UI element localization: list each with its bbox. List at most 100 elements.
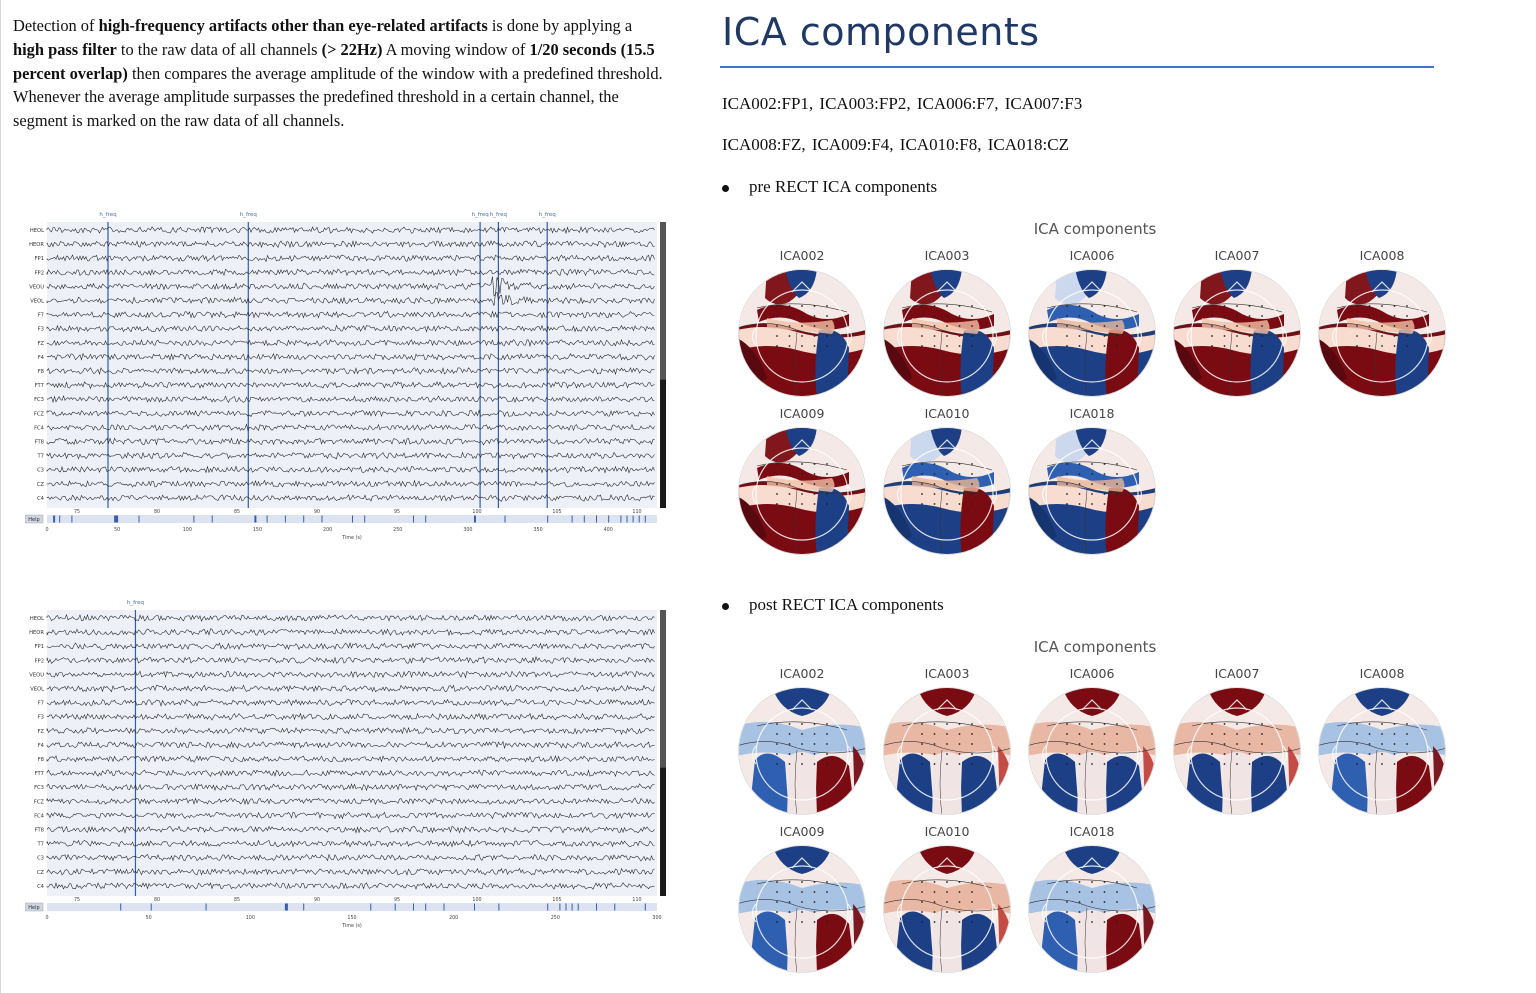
sensor-dot xyxy=(826,305,828,307)
ear-left-outline xyxy=(1186,327,1192,347)
topomap-label: ICA007 xyxy=(1214,248,1260,263)
sensor-dot xyxy=(1248,733,1251,735)
contour-line xyxy=(1191,721,1283,731)
scroll-annotation-mark xyxy=(71,515,73,523)
head-outline xyxy=(1045,447,1139,541)
nose-outline xyxy=(936,857,958,869)
sensor-dot xyxy=(826,335,828,337)
sensor-dot xyxy=(958,483,961,485)
channel-label: FC4 xyxy=(34,425,45,431)
sensor-dot xyxy=(1236,305,1238,307)
sensor-dot xyxy=(1368,733,1371,735)
topomap-label: ICA003 xyxy=(924,666,970,681)
sensor-dot xyxy=(1223,753,1226,755)
topomap-svg xyxy=(738,845,866,973)
scroll-annotation-mark xyxy=(59,515,61,523)
help-button[interactable] xyxy=(25,514,44,524)
channel-label: F7 xyxy=(38,701,44,707)
channel-label: FCZ xyxy=(34,411,45,417)
sensor-dot xyxy=(776,743,778,745)
contour-line xyxy=(939,749,943,814)
channel-trace xyxy=(46,642,655,651)
sensor-dot xyxy=(1356,723,1358,725)
sensor-dot xyxy=(826,345,828,347)
sensor-dot xyxy=(946,921,948,923)
eeg-raw-plot-pre[interactable]: h_freq h_freq h_freq h_freq h_freqHEOLHEORFP… xyxy=(25,208,673,542)
time-tick-label: 105 xyxy=(552,897,561,903)
topomap-svg xyxy=(1028,269,1156,397)
contour-line xyxy=(1046,461,1138,471)
channel-label: VEOU xyxy=(29,284,44,290)
channel-label: FCZ xyxy=(34,799,45,805)
sensor-dot xyxy=(1381,305,1383,307)
topomap-border xyxy=(1028,269,1156,397)
sensor-dot xyxy=(1103,473,1106,475)
mapping-line-2: ICA008:FZ, ICA009:F4, ICA010:F8, ICA018:… xyxy=(722,135,1069,154)
sensor-dot xyxy=(1066,901,1068,903)
topomap-label: ICA009 xyxy=(779,406,825,421)
eeg-browser-bottom[interactable]: h_freq HEOL HEOR FP1 FP2 VEOU VEOL F7 F3 FZ F4 F8 FT… xyxy=(25,596,673,930)
sensor-dot xyxy=(958,891,961,893)
sensor-dot xyxy=(1091,345,1093,347)
sensor-dot xyxy=(1116,315,1118,317)
sensor-dot xyxy=(1248,315,1251,317)
scroll-tick-label: 250 xyxy=(393,527,402,533)
sensor-dot xyxy=(1066,345,1068,347)
channel-trace xyxy=(46,395,655,404)
sensor-dot xyxy=(826,325,828,327)
scroll-annotation-mark xyxy=(608,515,610,523)
nose-outline xyxy=(791,857,813,869)
scroll-annotation-mark xyxy=(632,515,634,523)
scroll-annotation-mark xyxy=(443,903,445,911)
sensor-dot xyxy=(1393,335,1396,337)
sensor-dot xyxy=(826,733,828,735)
scroll-annotation-mark xyxy=(596,515,597,523)
sensor-dot xyxy=(946,753,948,755)
sensor-dot xyxy=(813,335,816,337)
channel-trace xyxy=(46,493,655,502)
sensor-dot xyxy=(801,503,803,505)
ear-right-outline xyxy=(1137,485,1143,505)
sensor-dot xyxy=(776,503,778,505)
topomap-svg xyxy=(1028,845,1156,973)
sensor-dot xyxy=(788,305,791,307)
sensor-dot xyxy=(971,473,973,475)
scroll-annotation-mark xyxy=(559,903,561,911)
eeg-browser-top[interactable]: h_freq h_freq h_freq h_freq h_freq HEOL HEOR FP… xyxy=(25,208,673,542)
sensor-dot xyxy=(1211,345,1213,347)
eeg-raw-plot-post[interactable]: h_freq HEOL HEOR FP1 FP2 VEOU VEOL F7 F3 FZ F4 F8 FT… xyxy=(25,596,673,930)
sensor-dot xyxy=(971,503,973,505)
channel-trace xyxy=(46,656,655,664)
channel-trace xyxy=(46,882,655,890)
scroll-annotation-mark xyxy=(211,515,213,523)
sensor-dot xyxy=(788,315,791,317)
sensor-dot xyxy=(1211,723,1213,725)
help-button[interactable] xyxy=(25,902,44,912)
head-outline xyxy=(1335,289,1429,383)
sensor-dot xyxy=(1116,901,1118,903)
topomap-label: ICA008 xyxy=(1359,248,1405,263)
sensor-dot xyxy=(1116,503,1118,505)
sensor-dot xyxy=(1381,723,1383,725)
sensor-dot xyxy=(971,901,973,903)
sensor-dot xyxy=(921,503,923,505)
sensor-dot xyxy=(971,763,973,765)
sensor-dot xyxy=(801,881,803,883)
sensor-dot xyxy=(1116,891,1118,893)
contour-line xyxy=(1336,303,1428,313)
sensor-dot xyxy=(788,493,791,495)
sensor-dot xyxy=(1078,743,1081,745)
sensor-dot xyxy=(971,325,973,327)
sensor-dot xyxy=(958,901,961,903)
sensor-dot xyxy=(1248,743,1251,745)
ear-right-outline xyxy=(1137,327,1143,347)
sensor-dot xyxy=(1091,325,1093,327)
contour-line xyxy=(901,461,993,471)
sensor-dot xyxy=(1103,345,1106,347)
scroll-annotation-mark xyxy=(284,515,286,523)
channel-label: F3 xyxy=(38,327,44,333)
time-tick-label: 80 xyxy=(154,897,160,903)
topomap-svg xyxy=(1173,687,1301,815)
scroll-annotation-mark xyxy=(626,515,628,523)
time-tick-label: 85 xyxy=(234,897,240,903)
